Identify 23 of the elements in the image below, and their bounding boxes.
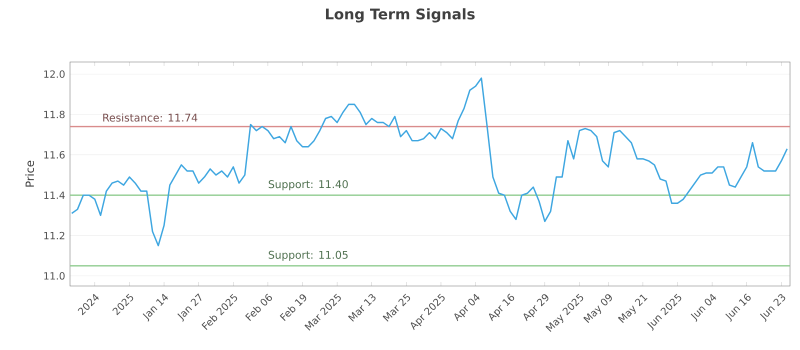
x-tick-label: Mar 25 (382, 294, 410, 322)
y-tick-label: 11.8 (44, 110, 65, 118)
y-tick-label: 11.2 (44, 232, 64, 240)
y-tick-label: 11.4 (44, 192, 65, 199)
x-tick-label: Apr 16 (488, 294, 514, 322)
y-tick-label: 11.6 (44, 151, 65, 159)
x-tick-label: Jun 04 (690, 294, 716, 322)
y-tick-label: 12.0 (44, 70, 65, 78)
x-tick-label: Feb 06 (245, 294, 272, 321)
ref-line-label: Resistance: 11.74 (103, 113, 198, 122)
x-tick-label: Feb 19 (280, 294, 306, 321)
x-tick-label: Mar 13 (348, 294, 376, 322)
x-tick-label: Jun 16 (725, 294, 751, 322)
ref-line-label: Support: 11.05 (268, 250, 348, 261)
ref-line-label: Support: 11.40 (268, 180, 348, 190)
x-tick-label: Jan 27 (177, 293, 202, 322)
chart-title: Long Term Signals (326, 8, 475, 22)
x-tick-label: Apr 29 (524, 294, 548, 322)
x-tick-label: Jun 23 (760, 294, 786, 322)
y-tick-label: 11.0 (44, 272, 65, 280)
x-tick-label: Jan 14 (142, 294, 168, 322)
y-axis-title: Price (25, 160, 34, 187)
x-tick-label: Apr 04 (454, 294, 480, 322)
